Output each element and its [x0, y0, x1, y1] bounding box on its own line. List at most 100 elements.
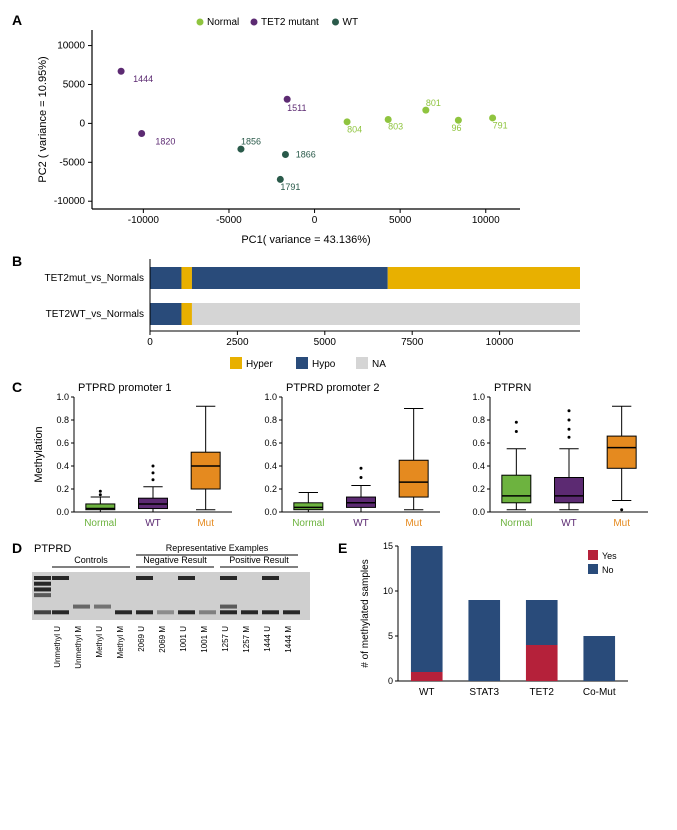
svg-text:5: 5 [388, 631, 393, 641]
svg-text:PC2 ( variance = 10.95%): PC2 ( variance = 10.95%) [37, 56, 49, 182]
svg-text:1001 M: 1001 M [200, 626, 209, 653]
svg-text:STAT3: STAT3 [469, 687, 499, 698]
svg-text:Mut: Mut [405, 518, 422, 529]
svg-text:Representative Examples: Representative Examples [166, 543, 269, 553]
svg-text:Mut: Mut [613, 518, 630, 529]
svg-text:1.0: 1.0 [56, 392, 69, 402]
svg-text:0.2: 0.2 [264, 484, 277, 494]
svg-text:1444: 1444 [133, 74, 153, 84]
svg-text:10000: 10000 [57, 41, 85, 52]
svg-text:TET2WT_vs_Normals: TET2WT_vs_Normals [46, 309, 144, 320]
svg-text:1820: 1820 [155, 136, 175, 146]
svg-text:WT: WT [343, 17, 359, 28]
svg-text:NA: NA [372, 359, 386, 370]
svg-text:WT: WT [561, 518, 577, 529]
panel-e-label: E [338, 540, 356, 556]
svg-text:WT: WT [353, 518, 369, 529]
svg-text:0.8: 0.8 [56, 415, 69, 425]
svg-text:801: 801 [426, 98, 441, 108]
svg-text:2500: 2500 [226, 337, 249, 348]
svg-text:0.8: 0.8 [472, 415, 485, 425]
svg-text:Methyl M: Methyl M [116, 626, 125, 659]
svg-text:0.2: 0.2 [472, 484, 485, 494]
svg-text:TET2mut_vs_Normals: TET2mut_vs_Normals [45, 273, 144, 284]
svg-text:Positive Result: Positive Result [229, 555, 289, 565]
svg-text:PTPRD promoter 1: PTPRD promoter 1 [78, 382, 172, 394]
svg-text:5000: 5000 [63, 79, 86, 90]
panel-c-label: C [12, 379, 30, 395]
svg-text:1791: 1791 [280, 182, 300, 192]
svg-text:0.0: 0.0 [56, 507, 69, 517]
svg-text:15: 15 [383, 541, 393, 551]
svg-text:WT: WT [145, 518, 161, 529]
panel-e-bars: 0 5 10 15 # of methylated samples WT STAT3 TET2… [356, 540, 636, 705]
svg-text:-10000: -10000 [128, 215, 160, 226]
svg-text:Normal: Normal [207, 17, 239, 28]
svg-text:Normal: Normal [500, 518, 532, 529]
svg-text:10000: 10000 [486, 337, 514, 348]
svg-text:Unmethyl U: Unmethyl U [53, 626, 62, 668]
svg-text:Co-Mut: Co-Mut [583, 687, 616, 698]
svg-text:Methyl U: Methyl U [95, 626, 104, 658]
panel-d-gel: PTPRDControls Representative Examples Nega… [30, 540, 330, 705]
svg-text:803: 803 [388, 122, 403, 132]
svg-text:96: 96 [452, 123, 462, 133]
panel-b-bars: TET2mut_vs_Normals TET2WT_vs_Normals 0 2500… [30, 253, 590, 373]
svg-text:0: 0 [312, 215, 318, 226]
svg-text:0: 0 [388, 676, 393, 686]
svg-text:1444 M: 1444 M [284, 626, 293, 653]
svg-text:Yes: Yes [602, 551, 617, 561]
svg-text:Normal: Normal [84, 518, 116, 529]
panel-a-scatter: Normal TET2 mutant WT -10000 -5000 0 5000 10000… [30, 12, 530, 247]
panel-a-label: A [12, 12, 30, 28]
svg-text:1001 U: 1001 U [179, 626, 188, 652]
panel-b-label: B [12, 253, 30, 269]
svg-text:1444 U: 1444 U [263, 626, 272, 652]
svg-text:Negative Result: Negative Result [143, 555, 207, 565]
svg-text:Normal: Normal [292, 518, 324, 529]
svg-text:PC1( variance = 43.136%): PC1( variance = 43.136%) [241, 234, 370, 246]
svg-text:1511: 1511 [287, 103, 306, 113]
svg-text:0.8: 0.8 [264, 415, 277, 425]
svg-text:0.0: 0.0 [264, 507, 277, 517]
svg-text:791: 791 [493, 121, 508, 131]
svg-text:No: No [602, 565, 614, 575]
svg-text:804: 804 [347, 125, 362, 135]
svg-text:0.6: 0.6 [472, 438, 485, 448]
panel-c-boxplots: PTPRD promoter 1 0.0 0.2 0.4 0.6 0.8 1.0 Methyl… [30, 379, 654, 534]
svg-text:2069 U: 2069 U [137, 626, 146, 652]
svg-text:0.4: 0.4 [264, 461, 277, 471]
svg-text:TET2 mutant: TET2 mutant [261, 17, 319, 28]
svg-text:1856: 1856 [241, 136, 261, 146]
svg-text:Mut: Mut [197, 518, 214, 529]
svg-text:0.4: 0.4 [56, 461, 69, 471]
svg-text:TET2: TET2 [530, 687, 555, 698]
svg-text:2069 M: 2069 M [158, 626, 167, 653]
svg-text:Unmethyl M: Unmethyl M [74, 626, 83, 669]
svg-text:-5000: -5000 [59, 157, 85, 168]
svg-text:10000: 10000 [472, 215, 500, 226]
svg-text:0.6: 0.6 [264, 438, 277, 448]
svg-text:1257 U: 1257 U [221, 626, 230, 652]
svg-text:0: 0 [79, 118, 85, 129]
svg-text:1.0: 1.0 [472, 392, 485, 402]
svg-text:10: 10 [383, 586, 393, 596]
svg-text:7500: 7500 [401, 337, 424, 348]
svg-text:5000: 5000 [314, 337, 337, 348]
svg-text:PTPRD: PTPRD [34, 543, 71, 555]
svg-text:0.2: 0.2 [56, 484, 69, 494]
svg-text:Controls: Controls [74, 555, 108, 565]
svg-text:-10000: -10000 [54, 196, 86, 207]
svg-text:# of methylated samples: # of methylated samples [360, 559, 371, 667]
svg-text:5000: 5000 [389, 215, 412, 226]
svg-text:0: 0 [147, 337, 153, 348]
svg-text:1257 M: 1257 M [242, 626, 251, 653]
svg-text:PTPRD promoter 2: PTPRD promoter 2 [286, 382, 380, 394]
svg-text:WT: WT [419, 687, 435, 698]
svg-text:Methylation: Methylation [33, 426, 45, 482]
svg-text:0.6: 0.6 [56, 438, 69, 448]
svg-text:0.4: 0.4 [472, 461, 485, 471]
svg-text:1.0: 1.0 [264, 392, 277, 402]
svg-text:Hypo: Hypo [312, 359, 336, 370]
svg-text:-5000: -5000 [216, 215, 242, 226]
